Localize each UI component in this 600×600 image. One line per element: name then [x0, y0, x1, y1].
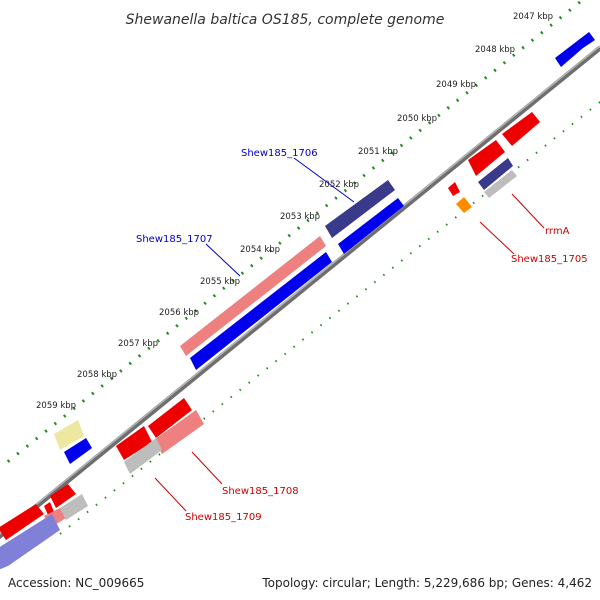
- cds-feature[interactable]: [478, 158, 513, 190]
- tick-label: 2058 kbp: [77, 370, 117, 380]
- gene-label-shew185-1708[interactable]: Shew185_1708: [222, 486, 299, 497]
- cds-feature[interactable]: [116, 426, 152, 460]
- cds-feature[interactable]: [148, 398, 192, 438]
- tick-label: 2049 kbp: [436, 80, 476, 90]
- tick-label: 2054 kbp: [240, 245, 280, 255]
- cds-feature[interactable]: [468, 140, 505, 176]
- leader-line: [154, 477, 187, 512]
- leader-line: [293, 157, 355, 203]
- tick-label: 2053 kbp: [280, 212, 320, 222]
- tick-label: 2052 kbp: [319, 180, 359, 190]
- tick-label: 2051 kbp: [358, 147, 398, 157]
- cds-feature[interactable]: [54, 420, 84, 450]
- cds-feature[interactable]: [44, 502, 54, 515]
- cds-feature[interactable]: [502, 112, 540, 146]
- gene-label-shew185-1705[interactable]: Shew185_1705: [511, 254, 588, 265]
- tick-label: 2056 kbp: [159, 308, 199, 318]
- gene-label-shew185-1707[interactable]: Shew185_1707: [136, 234, 213, 245]
- cds-feature[interactable]: [64, 438, 92, 464]
- cds-feature[interactable]: [0, 504, 44, 540]
- gene-labels: Shew185_1706 Shew185_1707 rrmA Shew185_1…: [136, 148, 588, 523]
- tick-label: 2055 kbp: [200, 277, 240, 287]
- genome-summary-text: Topology: circular; Length: 5,229,686 bp…: [261, 576, 592, 590]
- cds-features: [0, 32, 595, 570]
- cds-feature[interactable]: [60, 494, 88, 520]
- map-title: Shewanella baltica OS185, complete genom…: [126, 12, 445, 28]
- outer-tick-track: [0, 0, 581, 470]
- cds-feature[interactable]: [50, 484, 76, 508]
- cds-feature[interactable]: [484, 170, 517, 198]
- cds-feature[interactable]: [154, 410, 204, 454]
- gene-label-shew185-1709[interactable]: Shew185_1709: [185, 512, 262, 523]
- genome-backbone: [0, 46, 600, 540]
- tick-label: 2050 kbp: [397, 114, 437, 124]
- cds-feature[interactable]: [456, 197, 472, 213]
- cds-feature[interactable]: [0, 514, 60, 570]
- cds-feature[interactable]: [325, 180, 395, 238]
- tick-label: 2057 kbp: [118, 339, 158, 349]
- accession-text: Accession: NC_009665: [8, 576, 144, 590]
- leader-line: [205, 243, 241, 277]
- tick-label: 2059 kbp: [36, 401, 76, 411]
- tick-label: 2047 kbp: [513, 12, 553, 22]
- gene-label-shew185-1706[interactable]: Shew185_1706: [241, 148, 318, 159]
- leader-line: [191, 451, 223, 485]
- cds-feature[interactable]: [555, 32, 595, 67]
- gene-label-rrma[interactable]: rrmA: [545, 226, 570, 237]
- inner-tick-track: [59, 101, 600, 535]
- cds-feature[interactable]: [190, 252, 332, 370]
- tick-label: 2048 kbp: [475, 45, 515, 55]
- cds-feature[interactable]: [124, 438, 162, 474]
- cds-feature[interactable]: [448, 182, 460, 196]
- leader-line: [479, 221, 515, 255]
- tick-labels: 2047 kbp 2048 kbp 2049 kbp 2050 kbp 2051…: [36, 12, 553, 411]
- leader-line: [511, 193, 545, 229]
- cds-feature[interactable]: [338, 198, 404, 254]
- cds-feature[interactable]: [180, 236, 326, 356]
